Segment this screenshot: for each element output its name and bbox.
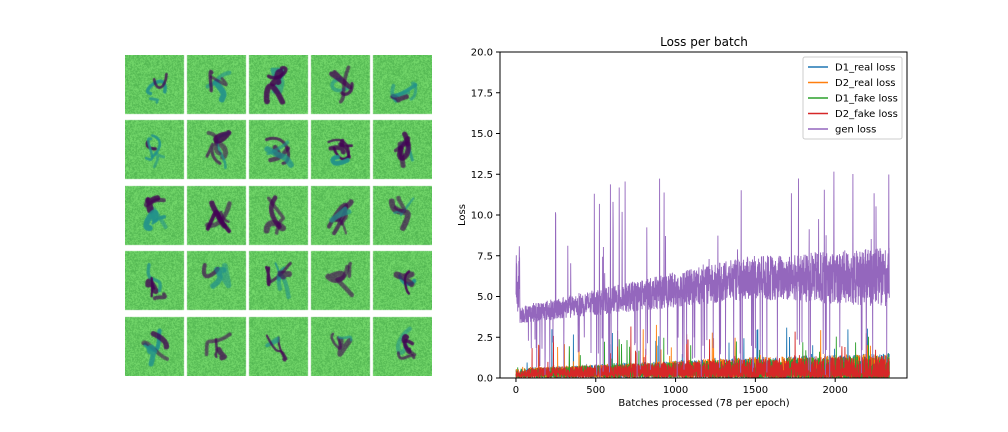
legend-label: D1_fake loss [835, 94, 898, 105]
legend-label: gen loss [835, 125, 876, 136]
chart-title: Loss per batch [660, 35, 748, 49]
y-tick-label: 15.0 [471, 129, 493, 140]
legend-label: D2_fake loss [835, 109, 898, 120]
y-tick-label: 10.0 [471, 211, 493, 222]
x-axis-label: Batches processed (78 per epoch) [618, 398, 789, 409]
y-tick-label: 17.5 [471, 88, 493, 99]
x-axis-ticks: 0 500 1000 1500 2000 [513, 378, 848, 396]
y-tick-label: 5.0 [477, 292, 493, 303]
y-tick-label: 0.0 [477, 374, 493, 385]
y-axis-ticks: 0.0 2.5 5.0 7.5 10.0 12.5 15.0 17.5 20.0 [471, 48, 500, 385]
x-tick-label: 2000 [822, 385, 847, 396]
y-tick-label: 20.0 [471, 48, 493, 59]
y-tick-label: 2.5 [477, 333, 493, 344]
x-tick-label: 1000 [663, 385, 688, 396]
series-line-d2-fake-loss [515, 326, 890, 378]
generated-samples-grid [125, 55, 432, 376]
y-axis-label: Loss [457, 204, 468, 226]
y-tick-label: 12.5 [471, 170, 493, 181]
x-tick-label: 500 [586, 385, 605, 396]
legend-label: D1_real loss [835, 63, 896, 74]
x-tick-label: 1500 [743, 385, 768, 396]
x-tick-label: 0 [513, 385, 519, 396]
legend: D1_real loss D2_real loss D1_fake loss D2_f… [802, 56, 903, 140]
legend-box [802, 56, 903, 140]
y-tick-label: 7.5 [477, 251, 493, 262]
legend-label: D2_real loss [835, 78, 896, 89]
series-layer [515, 171, 890, 378]
series-line-gen-loss [515, 171, 890, 378]
